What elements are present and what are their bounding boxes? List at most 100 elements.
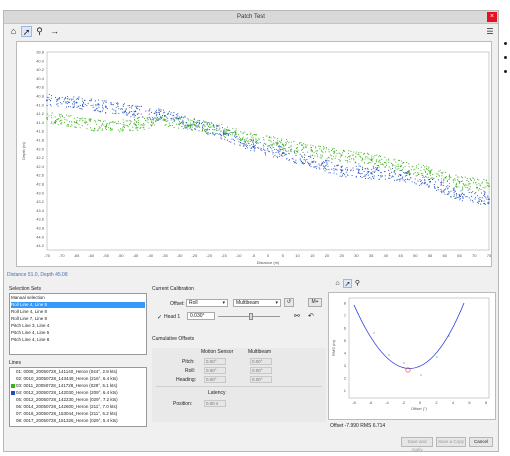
sounding-point [255,139,257,141]
sounding-point [164,124,166,126]
sounding-point [337,164,339,166]
undo-icon[interactable]: ↶ [308,313,314,320]
sounding-point [407,172,409,174]
line-item[interactable]: 02: 0010_20050728_143449_Heron (216°, 6.… [11,376,118,382]
sounding-point [158,108,160,110]
pointer-icon[interactable]: ➚ [21,26,32,37]
heading-label: Heading: [176,377,197,383]
sounding-point [92,130,95,132]
selection-set-item[interactable]: Roll Line 4, Line 8 [11,309,48,314]
home-icon[interactable]: ⌂ [335,280,340,287]
home-icon[interactable]: ⌂ [10,26,17,36]
selection-set-item[interactable]: Manual selection [11,295,45,300]
sounding-point [420,182,423,184]
sounding-point [251,141,253,143]
sounding-point [95,121,97,123]
selection-set-item[interactable]: Pitch Line 4, Line 8 [11,337,50,342]
line-label: 05: 0012_20050728_142230_Heron (029°, 7.… [16,397,118,402]
save-and-apply-button[interactable]: Save and Apply [401,437,433,452]
sounding-point [50,105,52,107]
sounding-point [331,161,333,164]
sounding-point [328,148,330,150]
sample-point [373,332,375,334]
sounding-point [213,124,215,127]
sounding-point [359,165,361,167]
head-offset-input[interactable]: 0.030° [187,312,215,320]
zoom-icon[interactable]: ⚲ [354,280,361,287]
sounding-point [94,119,96,121]
sounding-point [95,104,97,106]
mplus-button[interactable]: M+ [308,298,322,307]
window-title: Patch Test [237,14,265,20]
sounding-point [137,127,139,129]
sounding-point [271,150,273,152]
sounding-point [402,176,404,178]
sounding-point [76,107,78,109]
pan-icon[interactable]: → [50,26,59,36]
sounding-point [114,121,116,123]
sounding-point [217,124,219,127]
pointer-icon[interactable]: ➚ [343,279,352,288]
sounding-point [433,187,436,189]
selection-set-item[interactable]: Pitch Line 4, Line 5 [11,330,50,335]
sounding-point [101,104,104,106]
line-item[interactable]: 05: 0012_20050728_142230_Heron (029°, 7.… [11,397,118,403]
cancel-button[interactable]: Cancel [469,437,493,447]
sounding-point [315,147,317,149]
sounding-point [266,135,268,137]
sounding-point [393,171,395,173]
sounding-point [62,101,65,103]
line-item[interactable]: 01: 0008_20050728_141140_Heron (044°, 2.… [11,369,117,375]
line-item[interactable]: 03: 0011_20050728_141728_Heron (029°, 5.… [11,383,117,389]
sounding-point [452,188,454,190]
lines-list[interactable]: 01: 0008_20050728_141140_Heron (044°, 2.… [9,367,147,427]
sounding-point [75,98,77,100]
selection-sets-list[interactable]: Manual selection Roll Line 4, Line 5 Roll … [9,293,147,355]
sounding-point [122,124,124,126]
sounding-point [257,142,259,144]
sounding-point [249,140,251,142]
sounding-point [66,103,68,105]
sounding-point [61,103,63,105]
sounding-point [90,127,92,129]
sounding-point [109,121,111,123]
line-item[interactable]: 07: 0016_20050728_153044_Heron (211°, 6.… [11,411,117,417]
sounding-point [404,172,406,174]
reset-button[interactable]: ↺ [284,298,294,307]
offset-type-select[interactable]: Roll ▾ [186,299,228,307]
head-checkbox[interactable]: ✓ [157,315,163,321]
line-item[interactable]: 08: 0017_20050728_151326_Heron (029°, 5.… [11,418,118,424]
sounding-point [377,169,379,171]
sounding-point [70,115,72,117]
sounding-point [295,152,297,154]
offset-slider-handle[interactable] [249,313,253,320]
sounding-point [229,132,231,134]
selection-set-item[interactable]: Roll Line 7, Line 8 [11,316,48,321]
sounding-point [175,116,177,118]
depth-profile-plot[interactable]: -75 -70 -65 -60 -55 -50 -45 -40 -35 -30 -25 -20 -15-… [16,41,492,267]
sounding-point [152,123,154,125]
sounding-point [260,147,262,149]
selection-set-item[interactable]: Pitch Line 3, Line 4 [11,323,50,328]
sounding-point [187,128,189,130]
line-item[interactable]: 06: 0014_20050728_142600_Heron (211°, 7.… [11,404,117,410]
sounding-point [434,186,436,188]
sounding-point [303,159,305,161]
zoom-icon[interactable]: ⚲ [36,26,43,36]
sounding-point [303,143,305,145]
sensor-mode-select[interactable]: Multibeam ▾ [233,299,281,307]
sounding-point [478,189,480,191]
save-copy-button[interactable]: Save a Copy [436,437,466,447]
sounding-point [272,153,274,155]
sounding-point [427,176,429,178]
selection-set-item[interactable]: Roll Line 4, Line 5 [11,302,145,308]
sounding-point [163,118,165,120]
sounding-point [244,140,247,143]
close-button[interactable]: × [487,12,497,22]
menu-icon[interactable]: ☰ [486,27,494,36]
sounding-point [228,141,230,143]
sounding-point [199,119,201,122]
line-item[interactable]: 04: 0012_20050728_142030_Heron (209°, 6.… [11,390,118,396]
link-icon[interactable]: ⚯ [294,313,300,320]
